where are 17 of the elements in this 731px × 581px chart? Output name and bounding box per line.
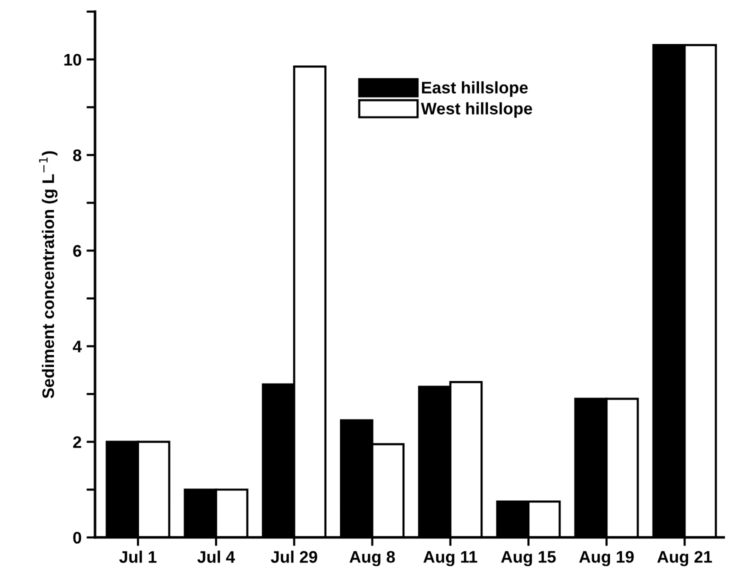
x-tick-label: Jul 29 (270, 550, 318, 563)
x-tick-label: Aug 15 (501, 551, 556, 566)
legend-label: East hillslope (422, 81, 528, 97)
x-tick-label: Jul 4 (197, 550, 235, 563)
y-tick-label: 6 (73, 245, 82, 257)
y-tick-label: 8 (73, 149, 82, 162)
x-tick-label: Aug 11 (423, 551, 478, 566)
legend-label: West hillslope (420, 102, 532, 118)
x-tick-label: Jul 1 (119, 550, 157, 563)
x-tick-label: Aug 21 (657, 550, 712, 566)
x-tick-label: Aug 8 (350, 550, 395, 566)
y-tick-label: 2 (73, 436, 82, 448)
y-tick-label: 10 (64, 54, 82, 66)
x-tick-label: Aug 19 (579, 550, 634, 566)
y-tick-label: 0 (73, 532, 82, 544)
y-axis-title: Sediment concentration (g L$^{−1}$) (39, 151, 58, 398)
y-tick-label: 4 (72, 340, 82, 352)
